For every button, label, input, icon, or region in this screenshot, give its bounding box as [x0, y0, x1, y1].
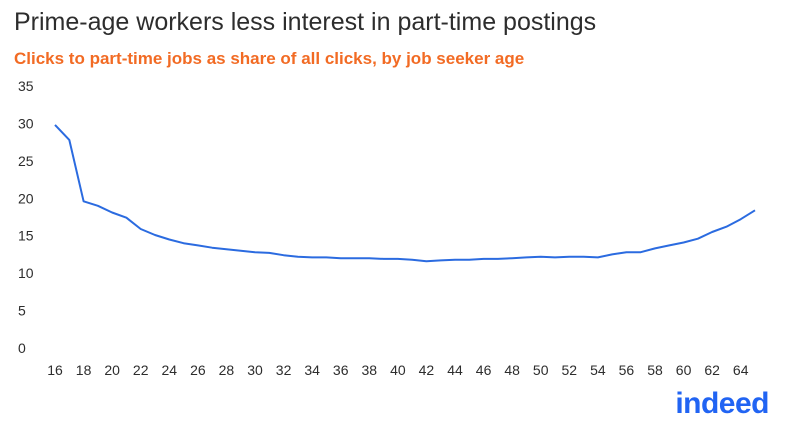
- series-layer: [54, 124, 756, 263]
- x-tick-label: 42: [419, 362, 435, 378]
- indeed-logo: indeed: [675, 387, 769, 420]
- y-tick-label: 35: [18, 78, 34, 94]
- x-tick-label: 20: [104, 362, 120, 378]
- x-tick-label: 64: [733, 362, 749, 378]
- y-tick-label: 30: [18, 115, 34, 131]
- y-axis-ticks: 0 5 10 15 20 25 30 35: [18, 78, 34, 356]
- x-tick-label: 24: [161, 362, 177, 378]
- x-tick-label: 34: [304, 362, 320, 378]
- chart-subtitle: Clicks to part-time jobs as share of all…: [14, 49, 525, 68]
- x-tick-label: 60: [676, 362, 692, 378]
- x-tick-label: 56: [619, 362, 635, 378]
- y-tick-label: 25: [18, 153, 34, 169]
- y-tick-label: 10: [18, 265, 34, 281]
- x-tick-label: 50: [533, 362, 549, 378]
- x-tick-label: 22: [133, 362, 149, 378]
- x-tick-label: 52: [561, 362, 577, 378]
- x-tick-label: 38: [361, 362, 377, 378]
- x-tick-label: 58: [647, 362, 663, 378]
- x-axis-ticks: 16 18 20 22 24 26 28 30 32 34 36 38 40 42 44 46 48 50 52 54…: [47, 362, 749, 378]
- x-tick-label: 28: [219, 362, 235, 378]
- y-tick-label: 5: [18, 303, 26, 319]
- x-tick-label: 30: [247, 362, 263, 378]
- x-tick-label: 62: [704, 362, 720, 378]
- x-tick-label: 16: [47, 362, 63, 378]
- x-tick-label: 48: [504, 362, 520, 378]
- x-tick-label: 54: [590, 362, 606, 378]
- series-line: [54, 124, 756, 263]
- x-tick-label: 36: [333, 362, 349, 378]
- x-tick-label: 26: [190, 362, 206, 378]
- y-tick-label: 20: [18, 190, 34, 206]
- x-tick-label: 44: [447, 362, 463, 378]
- x-tick-label: 40: [390, 362, 406, 378]
- y-tick-label: 15: [18, 228, 34, 244]
- x-tick-label: 46: [476, 362, 492, 378]
- chart-title: Prime-age workers less interest in part-…: [14, 8, 597, 36]
- x-tick-label: 32: [276, 362, 292, 378]
- x-tick-label: 18: [76, 362, 92, 378]
- y-tick-label: 0: [18, 340, 26, 356]
